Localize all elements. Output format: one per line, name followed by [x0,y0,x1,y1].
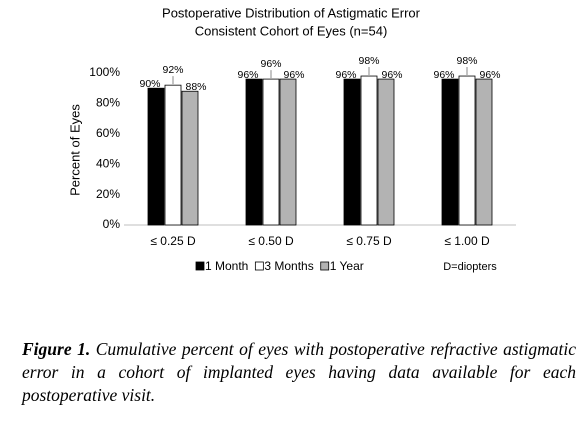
legend-swatch [195,261,205,271]
bar [181,90,199,226]
data-label: 96% [381,69,402,81]
data-label: 92% [162,64,183,76]
data-label: 96% [237,69,258,81]
legend-swatch [320,261,330,271]
data-label: 96% [335,69,356,81]
data-label: 96% [479,69,500,81]
bar [147,87,165,226]
x-tick-label: ≤ 1.00 D [444,234,490,248]
bar [458,75,476,226]
annotation: D=diopters [443,261,497,273]
caption: Figure 1. Cumulative percent of eyes wit… [22,338,576,407]
bar [164,84,182,226]
bar [245,78,263,226]
bar [343,78,361,226]
y-tick-label: 0% [103,217,121,231]
y-tick-label: 100% [89,65,120,79]
data-label: 96% [433,69,454,81]
data-label: 98% [358,55,379,67]
data-label: 98% [456,55,477,67]
bar [262,78,280,226]
y-tick-label: 60% [96,126,120,140]
legend-swatch [254,261,264,271]
caption-text: Cumulative percent of eyes with postoper… [22,339,576,405]
bar [441,78,459,226]
x-tick-label: ≤ 0.75 D [346,234,392,248]
data-label: 96% [283,69,304,81]
x-tick-label: ≤ 0.50 D [248,234,294,248]
bar [360,75,378,226]
legend-label: 1 Year [330,259,364,273]
y-axis-label: Percent of Eyes [67,104,82,196]
data-label: 96% [260,58,281,70]
y-tick-label: 80% [96,96,120,110]
bar [377,78,395,226]
caption-label: Figure 1. [22,339,91,359]
chart-title: Postoperative Distribution of Astigmatic… [162,5,421,20]
y-tick-label: 40% [96,156,120,170]
bar [475,78,493,226]
y-tick-label: 20% [96,187,120,201]
x-tick-label: ≤ 0.25 D [150,234,196,248]
data-label: 90% [139,78,160,90]
legend-label: 1 Month [205,259,248,273]
legend-label: 3 Months [264,259,313,273]
data-label: 88% [185,81,206,93]
chart-subtitle: Consistent Cohort of Eyes (n=54) [195,23,388,38]
chart: Postoperative Distribution of Astigmatic… [67,5,516,273]
bar [279,78,297,226]
